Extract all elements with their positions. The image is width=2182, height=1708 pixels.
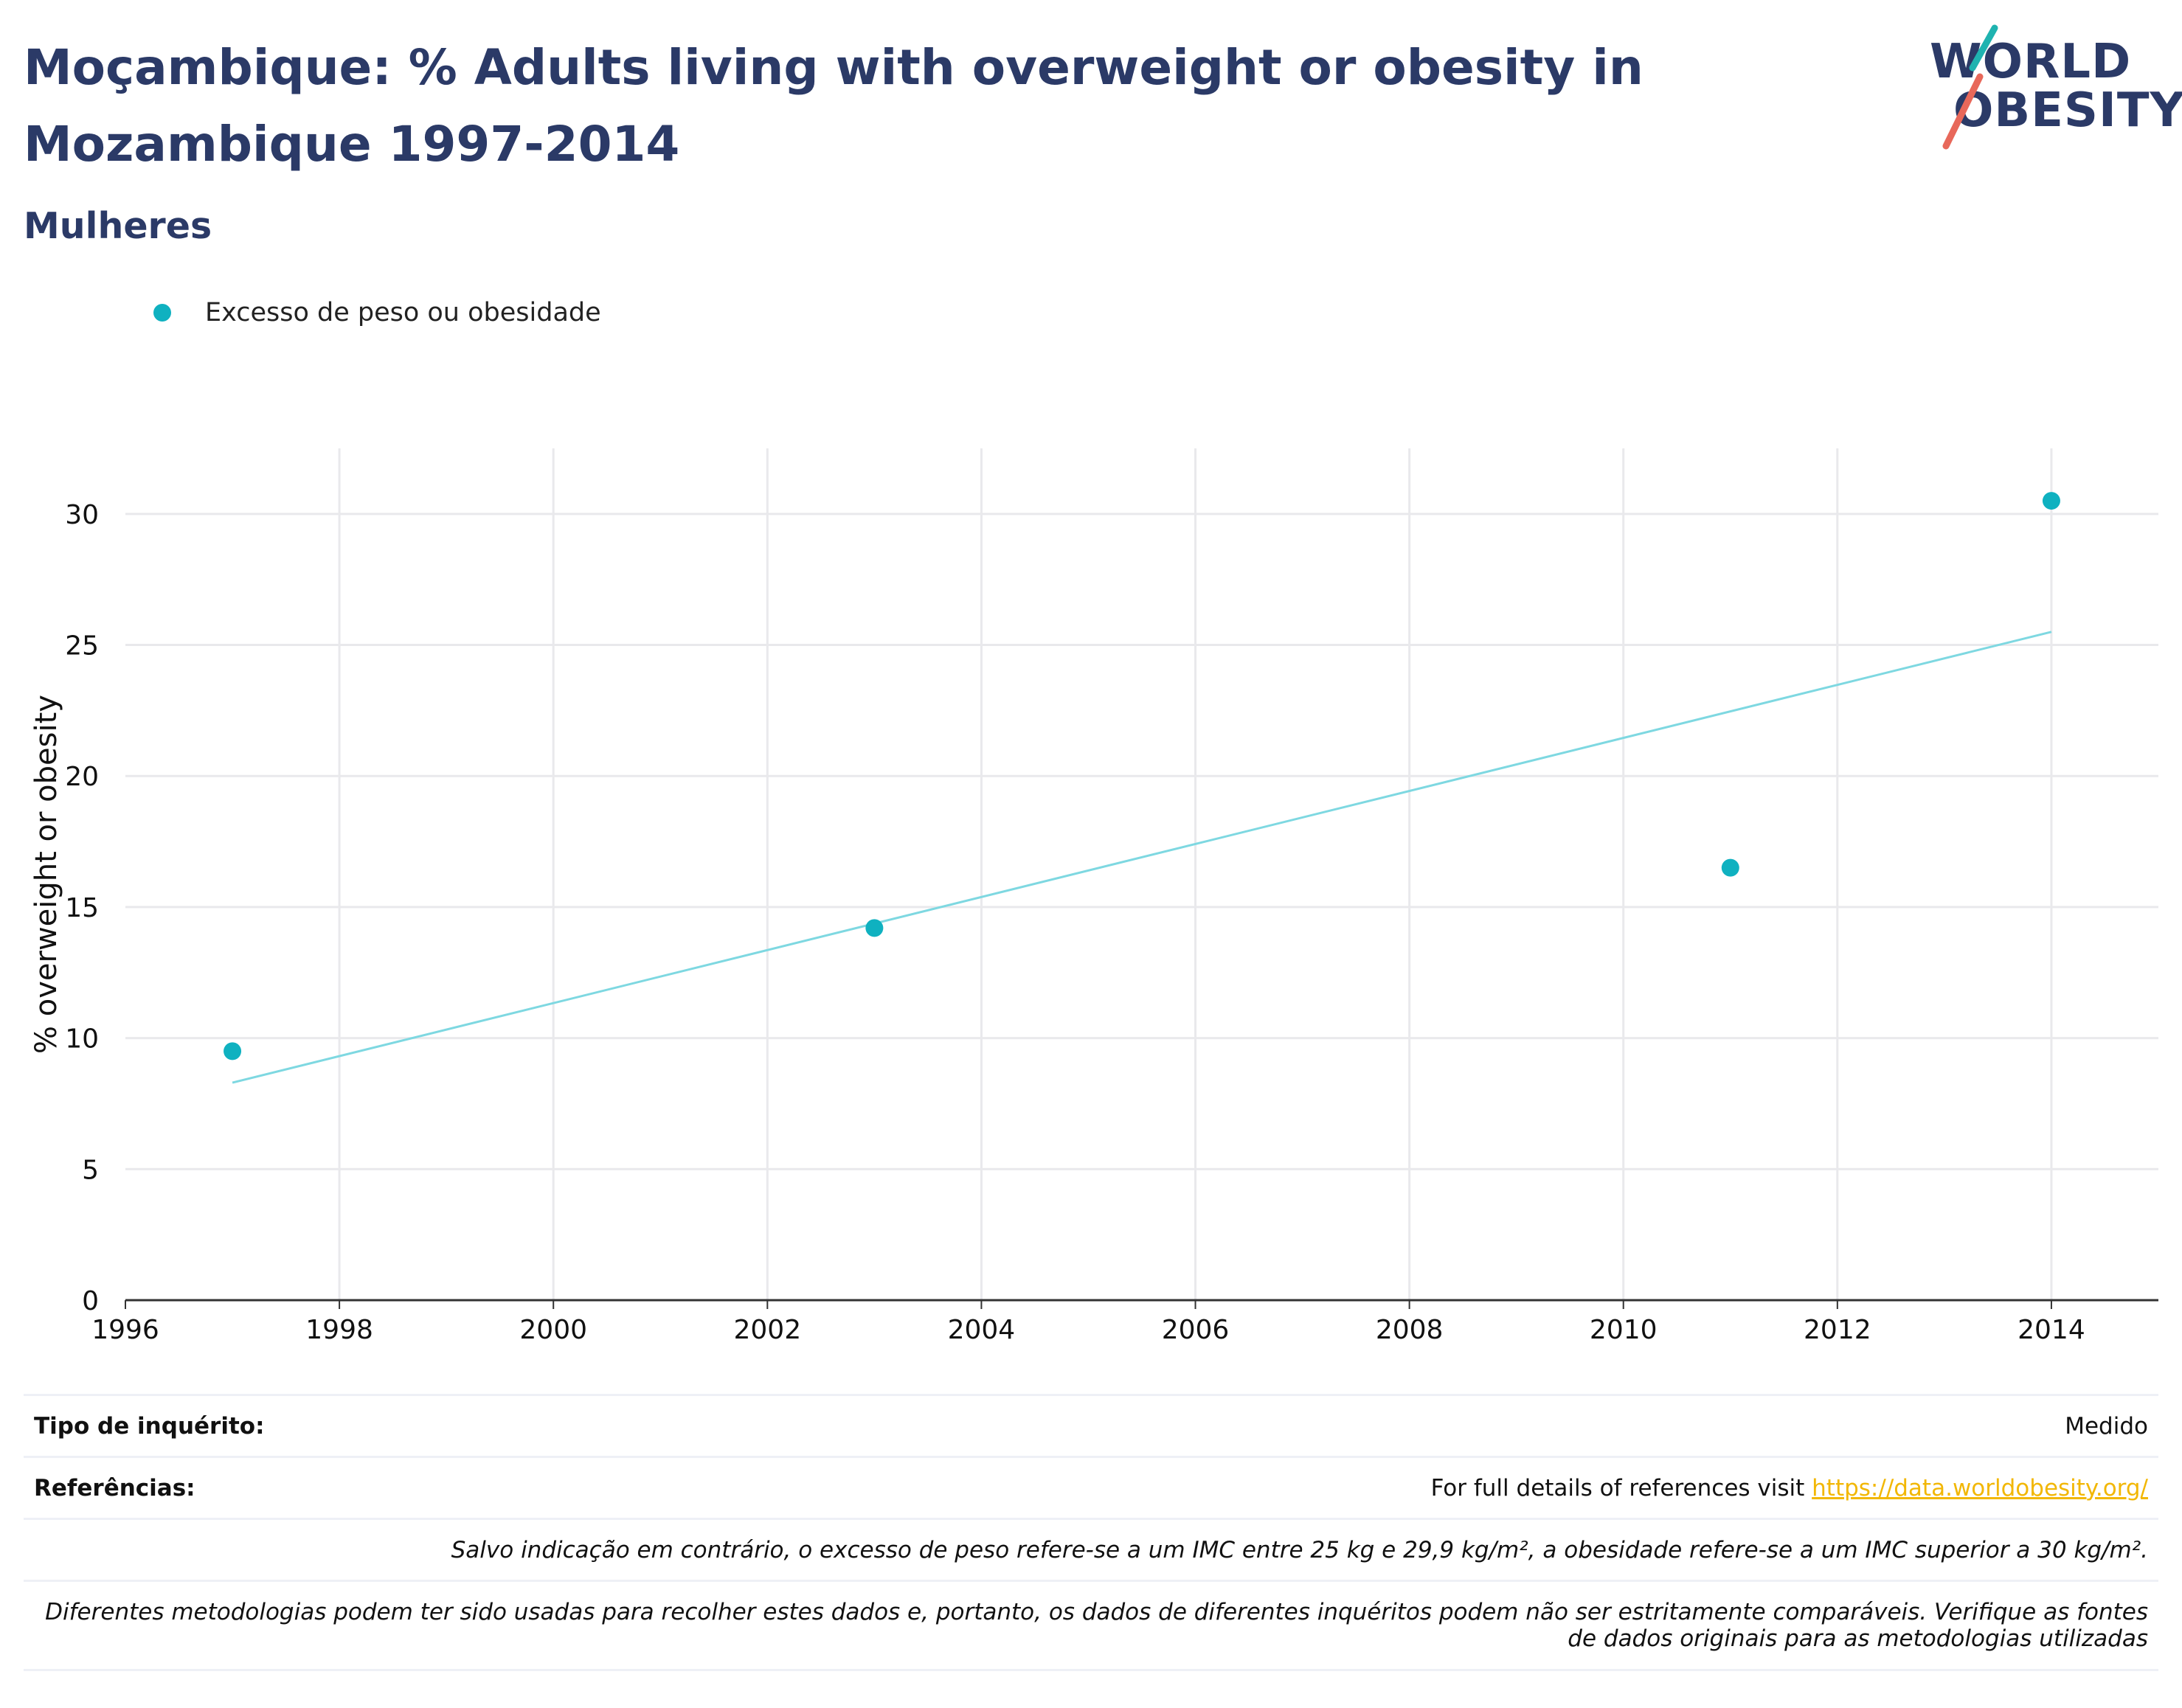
x-tick-label: 2008: [1376, 1315, 1444, 1345]
x-tick-label: 2002: [734, 1315, 802, 1345]
data-point: [1721, 858, 1739, 877]
survey-type-value: Medido: [2065, 1412, 2148, 1440]
y-tick-label: 25: [65, 631, 99, 662]
references-row: Referências: For full details of referen…: [24, 1456, 2158, 1518]
x-tick-label: 2006: [1162, 1315, 1230, 1345]
x-tick-label: 2014: [2018, 1315, 2085, 1345]
trend-line: [232, 631, 2052, 1084]
scatter-chart: 1996 1998 2000 2002 2004 2006 2008 2010 2012 2014…: [30, 448, 2158, 1345]
y-tick-label: 0: [82, 1286, 99, 1316]
y-tick-label: 10: [65, 1024, 99, 1055]
chart-footer: Tipo de inquérito: Medido Referências: F…: [24, 1394, 2158, 1671]
data-point: [865, 919, 884, 937]
x-tick-label: 2004: [948, 1315, 1016, 1345]
y-tick-label: 15: [65, 893, 99, 923]
world-obesity-logo: WORLD OBESITY: [1927, 22, 2182, 155]
y-tick-label: 30: [65, 500, 99, 530]
x-tick-label: 1998: [305, 1315, 373, 1345]
logo-word-world: WORLD: [1930, 35, 2132, 89]
chart-title: Moçambique: % Adults living with overwei…: [24, 39, 1644, 173]
y-tick-label: 20: [65, 762, 99, 792]
logo-word-obesity: OBESITY: [1953, 83, 2182, 138]
bmi-note: Salvo indicação em contrário, o excesso …: [451, 1536, 2148, 1563]
x-tick-label: 2012: [1804, 1315, 1871, 1345]
data-point: [2042, 492, 2060, 510]
methodology-note-row: Diferentes metodologias podem ter sido u…: [24, 1580, 2158, 1671]
legend-marker: [153, 304, 171, 322]
survey-type-label: Tipo de inquérito:: [34, 1412, 265, 1440]
references-info: For full details of references visit htt…: [1431, 1475, 2148, 1502]
chart-subtitle: Mulheres: [24, 205, 212, 247]
logo-slash-icon: [1942, 24, 1998, 150]
y-axis-title: % overweight or obesity: [30, 695, 63, 1054]
bmi-note-row: Salvo indicação em contrário, o excesso …: [24, 1518, 2158, 1580]
references-text: For full details of references visit: [1430, 1474, 1812, 1502]
x-tick-label: 2000: [519, 1315, 587, 1345]
legend: Excesso de peso ou obesidade: [153, 298, 601, 327]
data-point: [224, 1042, 242, 1060]
methodology-note-line1: Diferentes metodologias podem ter sido u…: [45, 1599, 2148, 1625]
methodology-note-line2: de dados originais para as metodologias …: [1568, 1625, 2148, 1652]
x-tick-label: 1996: [91, 1315, 159, 1345]
legend-label: Excesso de peso ou obesidade: [205, 298, 601, 327]
survey-type-row: Tipo de inquérito: Medido: [24, 1394, 2158, 1456]
references-label: Referências:: [34, 1474, 195, 1502]
x-tick-label: 2010: [1590, 1315, 1658, 1345]
references-link[interactable]: https://data.worldobesity.org/: [1812, 1474, 2148, 1502]
y-tick-label: 5: [82, 1155, 99, 1185]
